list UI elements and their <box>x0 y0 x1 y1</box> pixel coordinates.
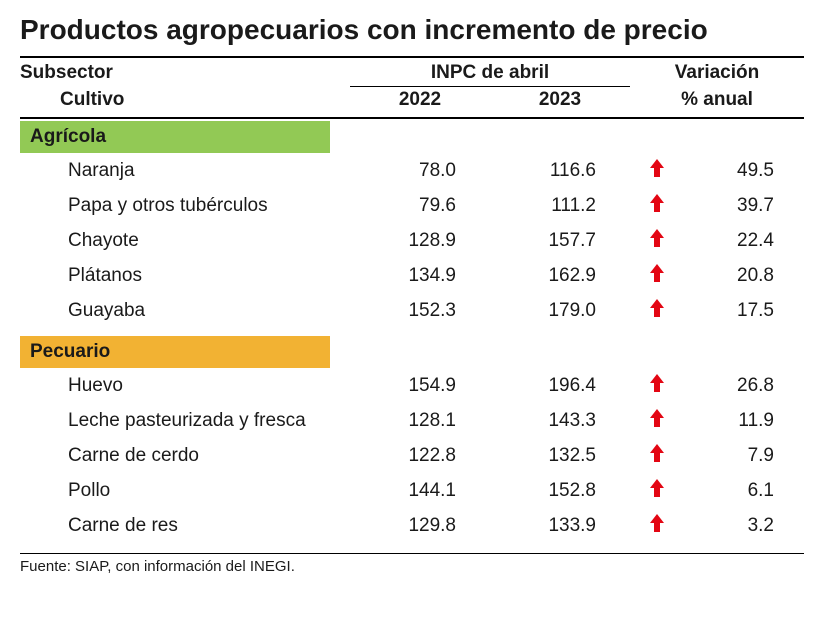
cell-year1-value: 122.8 <box>350 445 490 467</box>
cell-pct-value: 6.1 <box>684 480 804 502</box>
cell-year1-value: 152.3 <box>350 300 490 322</box>
cell-pct-value: 39.7 <box>684 195 804 217</box>
header-row-1: Subsector INPC de abril Variación <box>20 56 804 87</box>
cell-year1-value: 154.9 <box>350 375 490 397</box>
cell-year1-value: 134.9 <box>350 265 490 287</box>
cell-year2-value: 111.2 <box>490 195 630 217</box>
page-title: Productos agropecuarios con incremento d… <box>20 14 804 46</box>
cell-year2-value: 157.7 <box>490 230 630 252</box>
cell-pct-value: 20.8 <box>684 265 804 287</box>
table-row: Leche pasteurizada y fresca128.1143.3 11.… <box>20 403 804 438</box>
source-footer: Fuente: SIAP, con información del INEGI. <box>20 553 804 575</box>
cell-product-name: Carne de cerdo <box>20 445 350 467</box>
up-arrow-icon <box>630 513 684 538</box>
up-arrow-icon <box>630 373 684 398</box>
cell-product-name: Chayote <box>20 230 350 252</box>
cell-product-name: Pollo <box>20 480 350 502</box>
section-label: Agrícola <box>20 121 330 153</box>
cell-year2-value: 196.4 <box>490 375 630 397</box>
header-variacion: Variación <box>630 58 804 87</box>
table-row: Carne de res129.8133.9 3.2 <box>20 508 804 543</box>
cell-pct-value: 22.4 <box>684 230 804 252</box>
up-arrow-icon <box>630 193 684 218</box>
table-row: Pollo144.1152.8 6.1 <box>20 473 804 508</box>
cell-pct-value: 11.9 <box>684 410 804 432</box>
cell-pct-value: 3.2 <box>684 515 804 537</box>
table-row: Papa y otros tubérculos79.6111.2 39.7 <box>20 188 804 223</box>
price-table: Subsector INPC de abril Variación Cultiv… <box>20 56 804 549</box>
cell-year2-value: 179.0 <box>490 300 630 322</box>
cell-product-name: Leche pasteurizada y fresca <box>20 410 350 432</box>
cell-year2-value: 152.8 <box>490 480 630 502</box>
cell-year1-value: 129.8 <box>350 515 490 537</box>
header-year-2023: 2023 <box>490 87 630 117</box>
table-row: Carne de cerdo122.8132.5 7.9 <box>20 438 804 473</box>
cell-product-name: Huevo <box>20 375 350 397</box>
cell-pct-value: 49.5 <box>684 160 804 182</box>
cell-product-name: Guayaba <box>20 300 350 322</box>
section-label: Pecuario <box>20 336 330 368</box>
table-body: Agrícola Naranja78.0116.6 49.5 Papa y otros… <box>20 119 804 549</box>
cell-pct-value: 26.8 <box>684 375 804 397</box>
up-arrow-icon <box>630 478 684 503</box>
cell-product-name: Papa y otros tubérculos <box>20 195 350 217</box>
up-arrow-icon <box>630 158 684 183</box>
cell-year2-value: 143.3 <box>490 410 630 432</box>
header-row-2: Cultivo 2022 2023 % anual <box>20 87 804 119</box>
up-arrow-icon <box>630 298 684 323</box>
table-row: Guayaba152.3179.0 17.5 <box>20 293 804 328</box>
header-subsector: Subsector <box>20 58 350 87</box>
table-row: Huevo154.9196.4 26.8 <box>20 368 804 403</box>
header-cultivo: Cultivo <box>20 87 350 117</box>
up-arrow-icon <box>630 408 684 433</box>
table-row: Naranja78.0116.6 49.5 <box>20 153 804 188</box>
cell-product-name: Carne de res <box>20 515 350 537</box>
up-arrow-icon <box>630 228 684 253</box>
cell-pct-value: 17.5 <box>684 300 804 322</box>
up-arrow-icon <box>630 263 684 288</box>
cell-pct-value: 7.9 <box>684 445 804 467</box>
header-inpc: INPC de abril <box>350 58 630 87</box>
header-pct-anual: % anual <box>630 87 804 117</box>
cell-year1-value: 78.0 <box>350 160 490 182</box>
table-row: Plátanos134.9162.9 20.8 <box>20 258 804 293</box>
section: Pecuario Huevo154.9196.4 26.8 Leche pasteur… <box>20 334 804 549</box>
cell-year1-value: 128.1 <box>350 410 490 432</box>
cell-year2-value: 162.9 <box>490 265 630 287</box>
table-row: Chayote128.9157.7 22.4 <box>20 223 804 258</box>
cell-year2-value: 116.6 <box>490 160 630 182</box>
cell-year2-value: 132.5 <box>490 445 630 467</box>
cell-year1-value: 144.1 <box>350 480 490 502</box>
cell-year1-value: 128.9 <box>350 230 490 252</box>
cell-year1-value: 79.6 <box>350 195 490 217</box>
cell-product-name: Plátanos <box>20 265 350 287</box>
header-year-2022: 2022 <box>350 87 490 117</box>
section: Agrícola Naranja78.0116.6 49.5 Papa y otros… <box>20 119 804 334</box>
up-arrow-icon <box>630 443 684 468</box>
cell-product-name: Naranja <box>20 160 350 182</box>
cell-year2-value: 133.9 <box>490 515 630 537</box>
